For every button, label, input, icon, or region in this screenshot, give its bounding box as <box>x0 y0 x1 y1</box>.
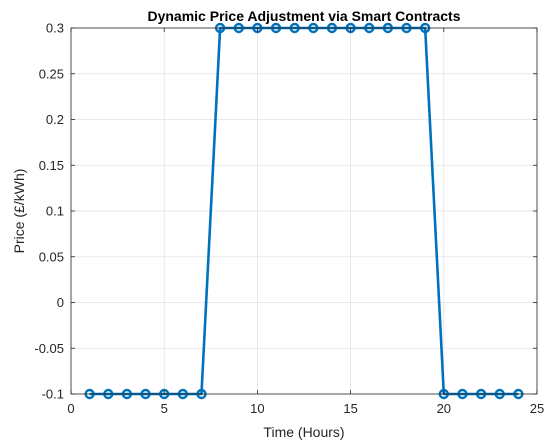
x-tick-label: 0 <box>67 401 74 416</box>
y-tick-label: -0.05 <box>34 341 64 356</box>
x-tick-label: 15 <box>343 401 357 416</box>
axis-ticks: 0 5 10 15 20 25 -0.1 -0.05 0 0.05 0.1 0.15 0.2 0.25 0.… <box>34 21 544 417</box>
y-axis-label: Price (£/kWh) <box>11 169 27 254</box>
x-tick-label: 25 <box>530 401 544 416</box>
x-tick-label: 5 <box>161 401 168 416</box>
chart-title: Dynamic Price Adjustment via Smart Contr… <box>147 8 460 24</box>
x-tick-label: 20 <box>437 401 451 416</box>
y-tick-label: 0.15 <box>39 158 64 173</box>
y-tick-label: 0.1 <box>46 204 64 219</box>
y-tick-label: 0.25 <box>39 66 64 81</box>
x-tick-label: 10 <box>250 401 264 416</box>
x-axis-label: Time (Hours) <box>263 424 344 440</box>
y-tick-label: 0.05 <box>39 249 64 264</box>
y-tick-label: 0.3 <box>46 21 64 36</box>
y-tick-label: 0.2 <box>46 112 64 127</box>
y-tick-label: -0.1 <box>42 387 64 402</box>
y-tick-label: 0 <box>57 295 64 310</box>
